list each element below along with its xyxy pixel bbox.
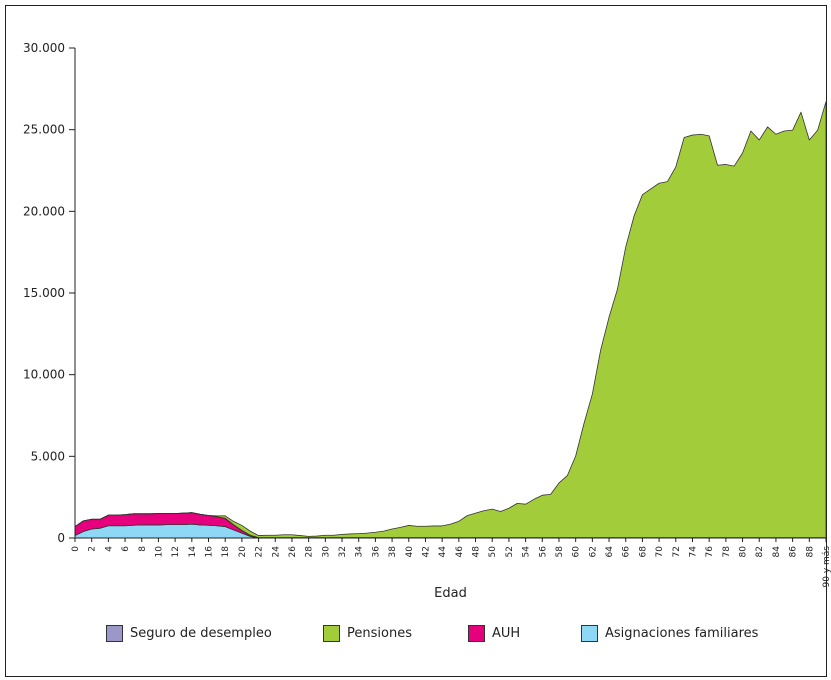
area-layers: [74, 101, 827, 539]
legend-label: Asignaciones familiares: [605, 626, 759, 641]
x-tick-label: 24: [271, 546, 281, 558]
y-tick-label: 10.000: [23, 368, 65, 382]
y-axis: 0 5.000 10.000 15.000 20.000 25.000 30.000: [23, 41, 76, 545]
x-tick-label: 34: [355, 546, 365, 558]
y-tick-label: 20.000: [23, 204, 65, 218]
x-tick-label: 80: [739, 546, 749, 558]
x-tick-label: 60: [572, 546, 582, 558]
x-tick-label: 10: [154, 546, 164, 558]
x-tick-label: 82: [755, 546, 765, 557]
x-tick-label: 38: [388, 546, 398, 558]
legend-swatch: [323, 625, 340, 642]
x-tick-label: 20: [238, 546, 248, 558]
x-tick-label: 86: [789, 546, 799, 558]
legend-label: Pensiones: [347, 626, 412, 641]
x-tick-label: 88: [805, 546, 815, 558]
y-tick-label: 25.000: [23, 123, 65, 137]
x-tick-label: 58: [555, 546, 565, 558]
legend-item: Asignaciones familiares: [581, 625, 758, 642]
legend-item: Seguro de desempleo: [106, 625, 272, 642]
x-tick-label: 72: [672, 546, 682, 557]
x-tick-label: 0: [71, 546, 81, 552]
x-axis: 0 2 4 6 8 10 12 14 16 18 20 22 24 26 28 30 32 34 36 38 40 42 4…: [71, 537, 831, 588]
x-axis-title: Edad: [434, 586, 467, 601]
x-tick-label: 90 y más: [822, 546, 831, 588]
legend-label: Seguro de desempleo: [130, 626, 272, 641]
x-tick-label: 50: [488, 546, 498, 558]
y-tick-label: 5.000: [31, 449, 65, 463]
x-tick-label: 64: [605, 546, 615, 558]
legend-swatch: [581, 625, 598, 642]
x-tick-label: 70: [655, 546, 665, 558]
x-tick-label: 26: [288, 546, 298, 558]
x-tick-label: 42: [421, 546, 431, 557]
x-tick-label: 16: [205, 546, 215, 558]
x-tick-label: 84: [772, 546, 782, 558]
x-tick-label: 78: [722, 546, 732, 558]
x-tick-label: 76: [705, 546, 715, 558]
legend-label: AUH: [492, 626, 521, 641]
x-tick-label: 14: [188, 546, 198, 558]
x-tick-label: 2: [88, 546, 98, 552]
y-tick-label: 0: [57, 531, 65, 545]
x-tick-label: 6: [121, 546, 131, 552]
x-tick-label: 48: [472, 546, 482, 558]
x-tick-label: 62: [588, 546, 598, 557]
x-tick-label: 30: [321, 546, 331, 558]
x-tick-label: 4: [104, 546, 114, 552]
y-tick-label: 15.000: [23, 286, 65, 300]
x-tick-label: 44: [438, 546, 448, 558]
x-tick-label: 54: [522, 546, 532, 558]
legend: Seguro de desempleo Pensiones AUH Asignacio…: [0, 625, 831, 649]
y-tick-label: 30.000: [23, 41, 65, 55]
legend-swatch: [468, 625, 485, 642]
x-tick-label: 18: [221, 546, 231, 558]
x-tick-label: 12: [171, 546, 181, 557]
x-tick-label: 46: [455, 546, 465, 558]
x-tick-label: 66: [622, 546, 632, 558]
x-tick-label: 36: [371, 546, 381, 558]
legend-item: Pensiones: [323, 625, 412, 642]
area-series-pensiones: [74, 101, 827, 539]
x-tick-label: 22: [255, 546, 265, 557]
legend-item: AUH: [468, 625, 520, 642]
x-tick-label: 56: [538, 546, 548, 558]
x-tick-label: 68: [638, 546, 648, 558]
legend-swatch: [106, 625, 123, 642]
x-tick-label: 52: [505, 546, 515, 557]
x-tick-label: 40: [405, 546, 415, 558]
x-tick-label: 8: [138, 546, 148, 552]
x-tick-label: 74: [688, 546, 698, 558]
x-tick-label: 28: [305, 546, 315, 558]
x-tick-label: 32: [338, 546, 348, 557]
